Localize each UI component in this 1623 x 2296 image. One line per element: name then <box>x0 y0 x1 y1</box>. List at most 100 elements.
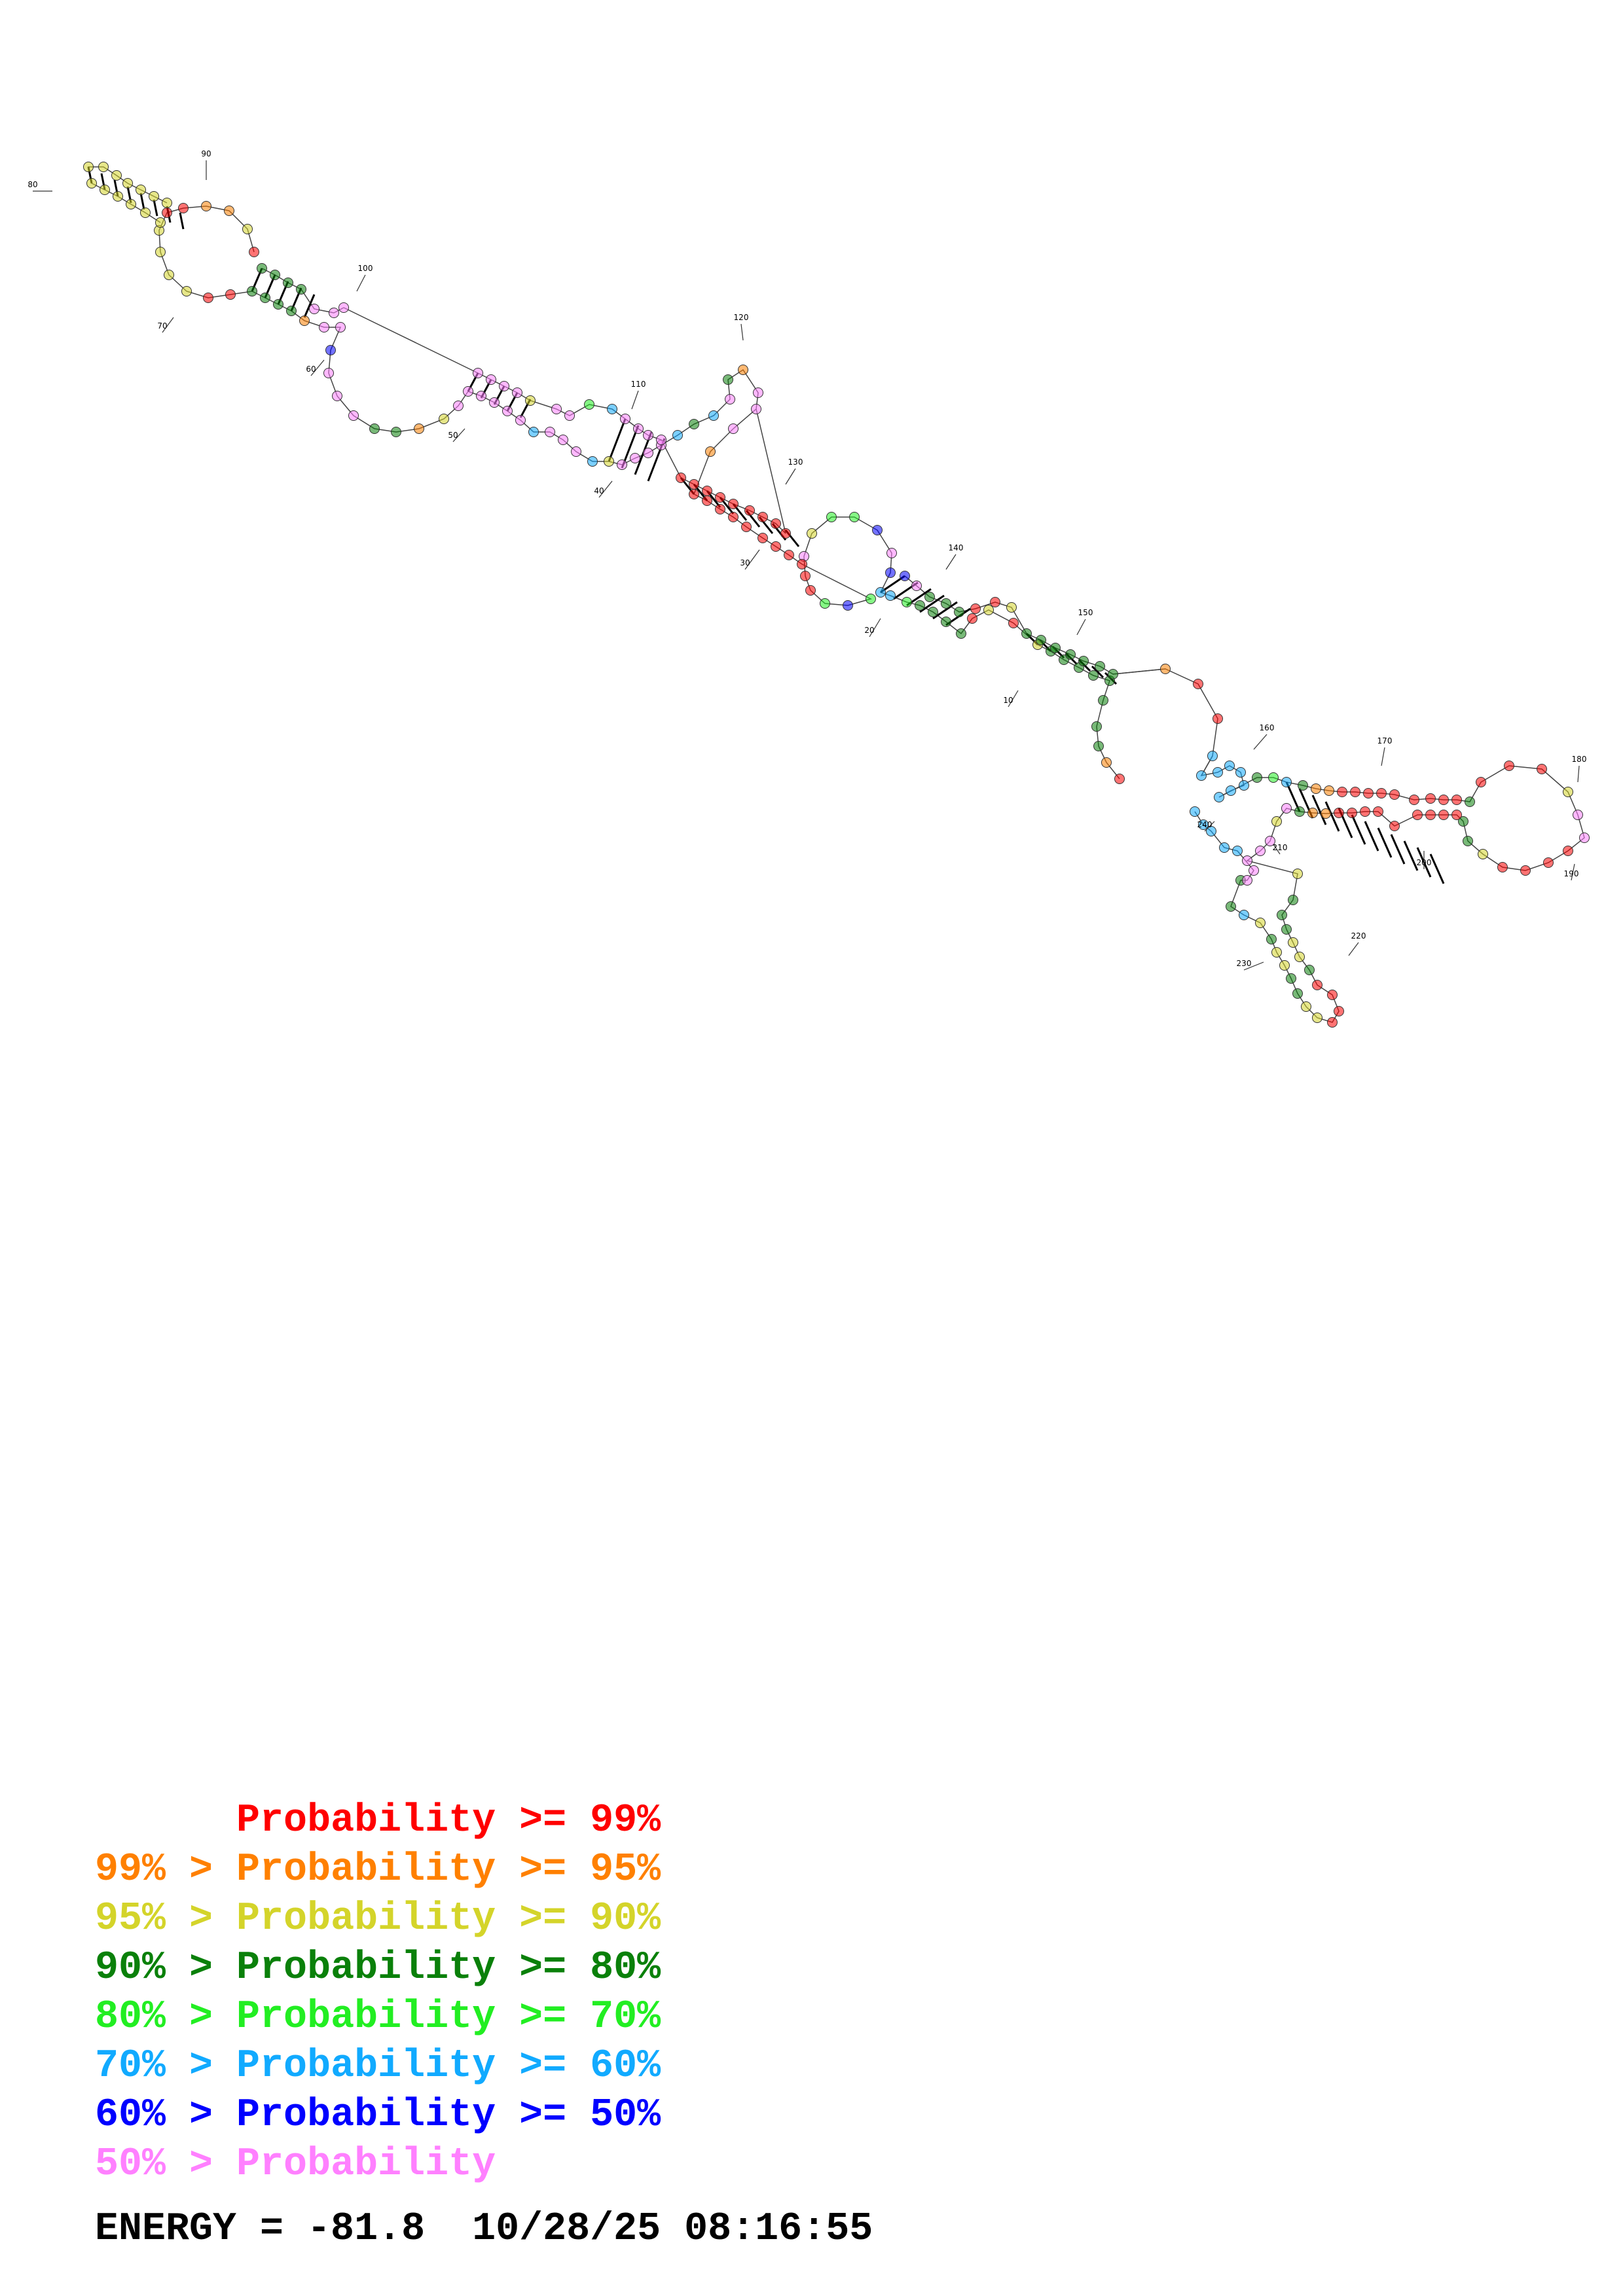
nucleotide <box>1412 810 1423 820</box>
nucleotide <box>617 459 627 470</box>
nucleotide <box>805 585 816 596</box>
nucleotide <box>771 518 781 529</box>
nucleotide <box>643 430 653 440</box>
nucleotide <box>872 525 883 535</box>
nucleotide <box>584 399 594 410</box>
base-pair-line <box>608 418 627 462</box>
nucleotide <box>915 600 925 611</box>
nucleotide <box>1239 780 1249 791</box>
nucleotide <box>1288 937 1298 948</box>
position-tick <box>162 317 174 333</box>
nucleotide <box>1360 806 1370 817</box>
position-tick <box>869 618 881 637</box>
nucleotide <box>1281 777 1292 787</box>
nucleotide <box>369 423 380 434</box>
legend-label: Probability <box>236 2093 496 2138</box>
nucleotide <box>1573 810 1583 820</box>
position-tick <box>744 549 760 570</box>
legend-row: 90% > Probability >= 80% <box>95 1944 661 1993</box>
nucleotide <box>1277 910 1287 920</box>
nucleotide <box>178 203 189 213</box>
nucleotide <box>309 304 319 314</box>
position-label: 110 <box>631 380 646 389</box>
base-pair-line <box>932 601 958 620</box>
nucleotide <box>1190 806 1200 817</box>
base-pair-line <box>919 594 945 613</box>
nucleotide <box>299 315 310 326</box>
nucleotide <box>676 473 686 483</box>
legend-prefix: 80% > <box>95 1995 237 2039</box>
nucleotide <box>866 594 876 604</box>
nucleotide <box>1327 1017 1338 1028</box>
nucleotide <box>1504 761 1514 771</box>
nucleotide <box>1451 795 1462 805</box>
nucleotide <box>1292 869 1303 879</box>
nucleotide <box>83 162 94 172</box>
nucleotide <box>744 505 755 516</box>
nucleotide <box>325 345 336 355</box>
position-tick <box>1348 942 1359 956</box>
nucleotide <box>489 397 500 408</box>
legend-label: Probability <box>236 2142 496 2187</box>
nucleotide <box>728 499 739 509</box>
base-pair-line <box>1311 795 1327 825</box>
nucleotide <box>1334 1006 1344 1016</box>
position-label: 30 <box>740 558 750 567</box>
nucleotide <box>224 206 234 216</box>
base-pair-line <box>1351 814 1366 845</box>
nucleotide <box>1213 767 1223 778</box>
nucleotide <box>1497 862 1508 872</box>
nucleotide <box>1543 857 1554 868</box>
legend-row: 60% > Probability >= 50% <box>95 2091 661 2140</box>
nucleotide <box>1006 602 1017 613</box>
nucleotide <box>1292 988 1303 999</box>
nucleotide <box>1463 836 1473 846</box>
position-label: 170 <box>1377 736 1393 745</box>
nucleotide <box>155 247 166 257</box>
legend-suffix: >= 70% <box>496 1995 661 2039</box>
nucleotide <box>1239 910 1249 920</box>
nucleotide <box>741 522 752 532</box>
nucleotide <box>203 293 213 303</box>
position-label: 210 <box>1273 843 1288 852</box>
nucleotide <box>757 512 768 522</box>
nucleotide <box>1268 772 1279 783</box>
nucleotide <box>956 628 966 639</box>
base-pair-line <box>1091 665 1104 679</box>
position-tick <box>740 323 744 341</box>
nucleotide <box>702 486 712 496</box>
nucleotide <box>689 419 699 429</box>
position-label: 60 <box>306 365 316 374</box>
nucleotide <box>689 479 699 490</box>
energy-readout: ENERGY = -81.8 10/28/25 08:16:55 <box>95 2207 873 2251</box>
nucleotide <box>630 453 640 463</box>
nucleotide <box>476 391 486 401</box>
legend-row: 99% > Probability >= 95% <box>95 1846 661 1895</box>
nucleotide <box>820 598 830 609</box>
nucleotide <box>1324 785 1334 796</box>
nucleotide <box>900 571 910 581</box>
legend-prefix <box>95 1799 236 1843</box>
nucleotide <box>715 492 725 503</box>
nucleotide-circles <box>83 162 1590 1028</box>
nucleotide <box>414 423 424 434</box>
nucleotide <box>1226 901 1236 912</box>
probability-legend: Probability >= 99% 99% > Probability >= 9… <box>95 1797 661 2189</box>
position-label: 70 <box>157 321 167 331</box>
nucleotide <box>1235 767 1246 778</box>
nucleotide <box>1214 792 1224 802</box>
nucleotide <box>757 533 768 543</box>
nucleotide <box>1224 761 1235 771</box>
nucleotide <box>941 598 951 609</box>
position-tick <box>1076 619 1086 636</box>
legend-row: 50% > Probability <box>95 2140 661 2189</box>
nucleotide <box>1478 849 1488 859</box>
nucleotide <box>286 306 297 316</box>
nucleotide <box>249 247 259 257</box>
position-label: 20 <box>864 626 874 635</box>
nucleotide <box>843 600 853 611</box>
position-label: 180 <box>1572 755 1587 764</box>
position-tick <box>356 274 366 292</box>
nucleotide <box>149 191 159 202</box>
nucleotide <box>164 270 174 280</box>
